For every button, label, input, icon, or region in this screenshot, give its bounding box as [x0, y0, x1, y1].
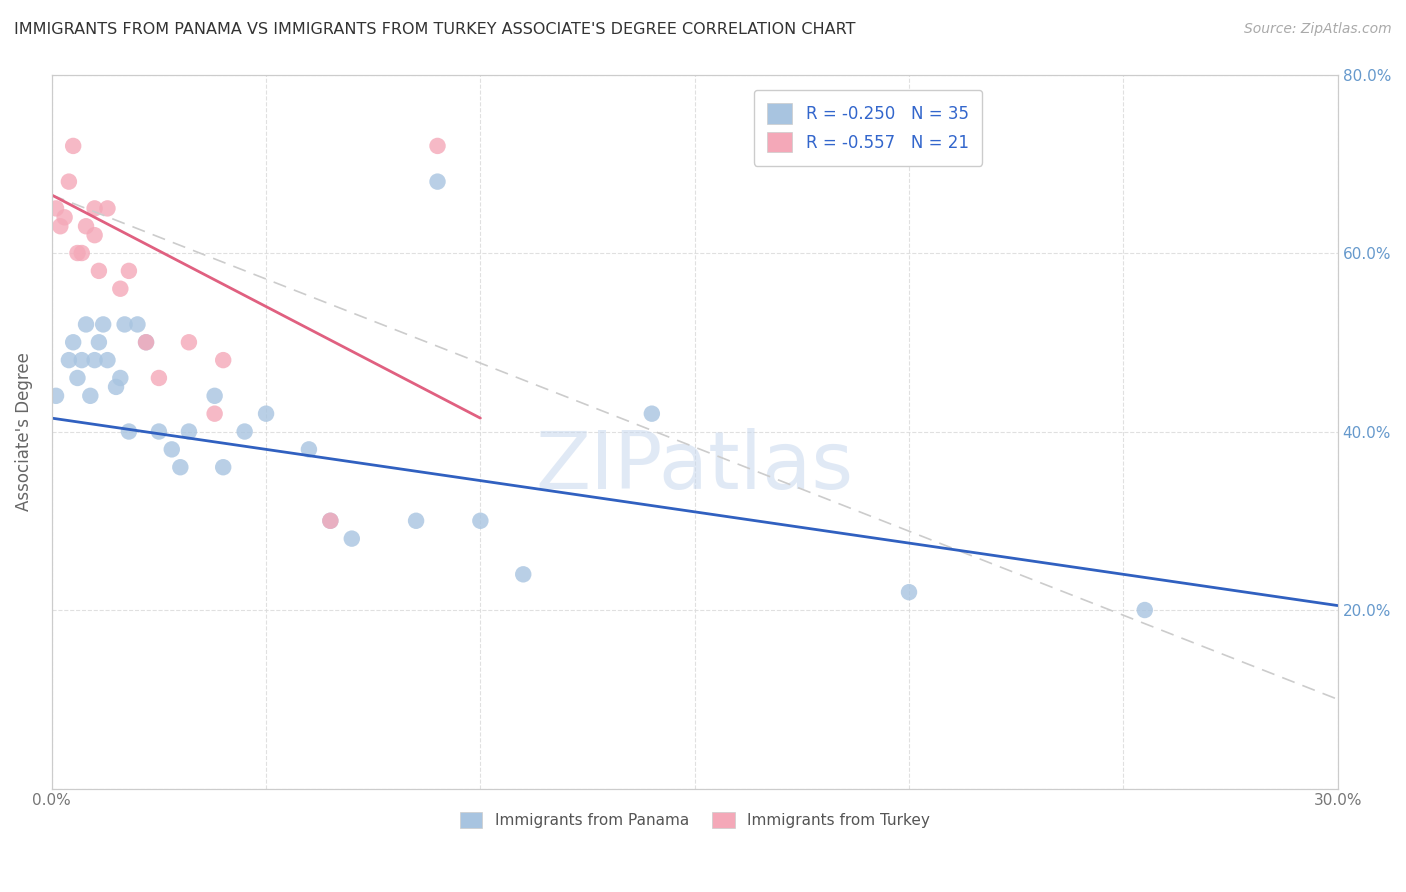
Point — [233, 425, 256, 439]
Point — [96, 202, 118, 216]
Point — [319, 514, 342, 528]
Point — [512, 567, 534, 582]
Point — [898, 585, 921, 599]
Point — [1133, 603, 1156, 617]
Point — [319, 514, 342, 528]
Point — [212, 460, 235, 475]
Point — [75, 318, 97, 332]
Point — [96, 353, 118, 368]
Point — [148, 371, 170, 385]
Point — [110, 282, 132, 296]
Point — [62, 139, 84, 153]
Point — [83, 353, 105, 368]
Point — [45, 389, 67, 403]
Point — [405, 514, 427, 528]
Point — [135, 335, 157, 350]
Point — [83, 202, 105, 216]
Point — [114, 318, 136, 332]
Text: Source: ZipAtlas.com: Source: ZipAtlas.com — [1244, 22, 1392, 37]
Point — [87, 264, 110, 278]
Point — [70, 353, 93, 368]
Point — [91, 318, 114, 332]
Text: IMMIGRANTS FROM PANAMA VS IMMIGRANTS FROM TURKEY ASSOCIATE'S DEGREE CORRELATION : IMMIGRANTS FROM PANAMA VS IMMIGRANTS FRO… — [14, 22, 856, 37]
Point — [118, 264, 141, 278]
Point — [75, 219, 97, 234]
Point — [470, 514, 492, 528]
Point — [160, 442, 183, 457]
Point — [58, 353, 80, 368]
Point — [204, 407, 226, 421]
Point — [426, 139, 449, 153]
Point — [148, 425, 170, 439]
Point — [426, 175, 449, 189]
Point — [45, 202, 67, 216]
Point — [70, 246, 93, 260]
Point — [118, 425, 141, 439]
Point — [177, 335, 200, 350]
Point — [298, 442, 321, 457]
Point — [340, 532, 363, 546]
Point — [66, 246, 89, 260]
Point — [135, 335, 157, 350]
Legend: Immigrants from Panama, Immigrants from Turkey: Immigrants from Panama, Immigrants from … — [453, 806, 936, 834]
Point — [83, 228, 105, 243]
Point — [87, 335, 110, 350]
Point — [110, 371, 132, 385]
Point — [79, 389, 101, 403]
Y-axis label: Associate's Degree: Associate's Degree — [15, 352, 32, 511]
Point — [177, 425, 200, 439]
Point — [254, 407, 277, 421]
Point — [641, 407, 664, 421]
Point — [66, 371, 89, 385]
Point — [127, 318, 149, 332]
Point — [204, 389, 226, 403]
Point — [169, 460, 191, 475]
Point — [105, 380, 128, 394]
Point — [49, 219, 72, 234]
Text: ZIPatlas: ZIPatlas — [536, 428, 853, 507]
Point — [62, 335, 84, 350]
Point — [53, 211, 76, 225]
Point — [58, 175, 80, 189]
Point — [212, 353, 235, 368]
